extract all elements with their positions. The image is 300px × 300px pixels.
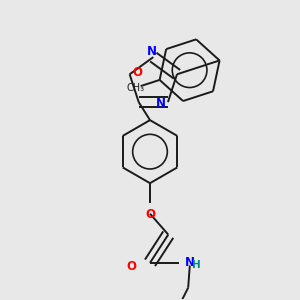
Text: O: O bbox=[133, 66, 142, 79]
Text: O: O bbox=[145, 208, 155, 221]
Text: CH₃: CH₃ bbox=[127, 82, 145, 93]
Text: N: N bbox=[156, 97, 166, 110]
Text: H: H bbox=[193, 260, 201, 271]
Text: N: N bbox=[185, 256, 195, 269]
Text: O: O bbox=[127, 260, 137, 273]
Text: N: N bbox=[147, 45, 157, 58]
